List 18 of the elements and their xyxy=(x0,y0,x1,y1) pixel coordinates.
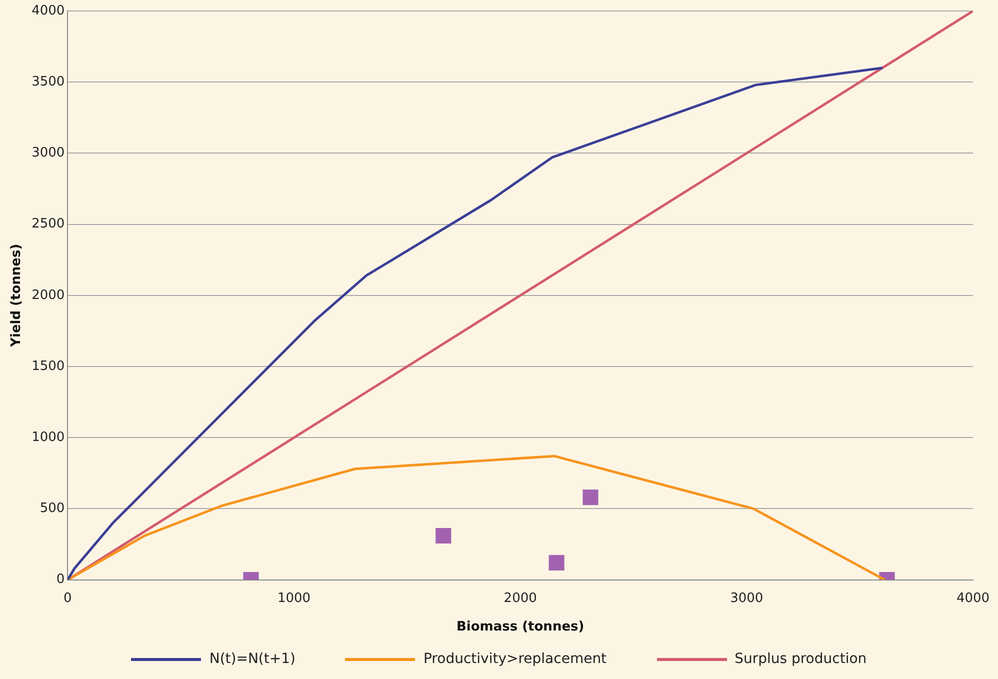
y-axis-title: Yield (tonnes) xyxy=(9,244,24,348)
y-tick-label: 2500 xyxy=(32,216,65,232)
legend-label: Productivity>replacement xyxy=(423,651,607,667)
legend-label: N(t)=N(t+1) xyxy=(209,651,296,667)
y-tick-label: 500 xyxy=(40,501,65,516)
y-tick-label: 0 xyxy=(56,572,65,588)
x-tick-label: 1000 xyxy=(277,590,311,606)
legend-label: Surplus production xyxy=(734,651,867,667)
x-tick-label: 2000 xyxy=(504,590,537,606)
y-tick-label: 1000 xyxy=(32,430,65,445)
y-tick-label: 1500 xyxy=(32,358,65,374)
x-axis-title: Biomass (tonnes) xyxy=(456,620,584,635)
y-tick-label: 3500 xyxy=(32,74,65,90)
y-tick-label: 4000 xyxy=(32,3,65,18)
y-tick-label: 3000 xyxy=(32,146,65,161)
x-tick-label: 3000 xyxy=(730,590,764,606)
y-tick-label: 2000 xyxy=(32,288,65,303)
x-tick-label: 4000 xyxy=(956,590,990,606)
